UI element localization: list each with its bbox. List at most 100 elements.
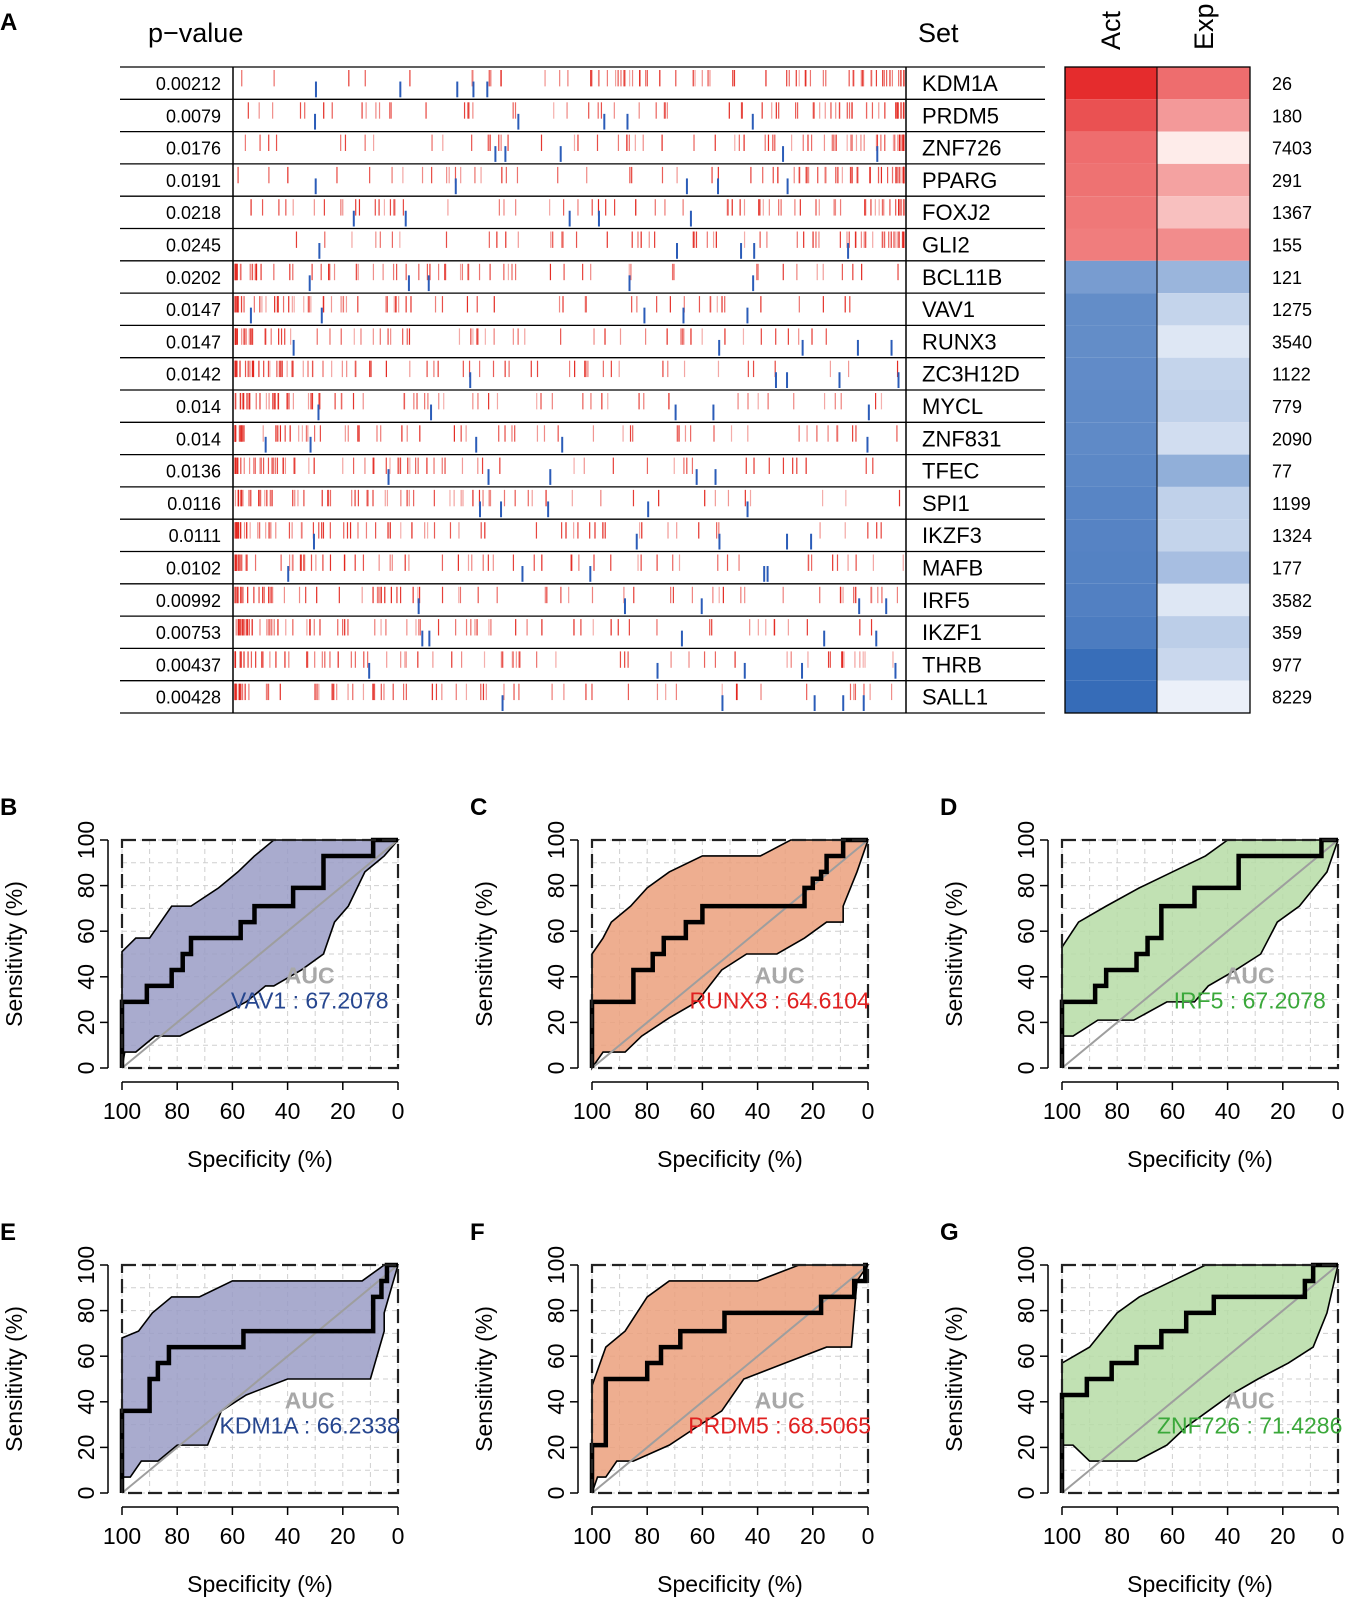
- chance-diagonal: [1061, 1264, 1339, 1494]
- y-tick-label: 0: [73, 1062, 99, 1075]
- set-count: 180: [1272, 106, 1302, 126]
- pvalue-label: 0.0245: [166, 236, 221, 256]
- gene-set-row: 0.0111 IKZF3 1324: [120, 519, 1312, 553]
- set-name: ZNF726: [922, 136, 1001, 161]
- exp-cell: [1157, 260, 1250, 294]
- act-cell: [1065, 486, 1157, 520]
- exp-cell: [1157, 454, 1250, 487]
- y-tick-label: 80: [1013, 873, 1039, 899]
- barcode-ticks: [237, 166, 905, 195]
- auc-separator: :: [298, 1413, 317, 1439]
- x-tick-label: 100: [103, 1098, 141, 1124]
- x-tick-label: 100: [573, 1523, 611, 1549]
- act-cell: [1065, 422, 1157, 455]
- y-tick-label: 100: [73, 821, 99, 859]
- gene-set-row: 0.00212 KDM1A 26: [120, 67, 1292, 100]
- barcode-ticks: [244, 134, 905, 162]
- exp-cell: [1157, 99, 1250, 132]
- auc-value: 66.2338: [317, 1413, 400, 1439]
- y-tick-label: 40: [543, 1389, 569, 1415]
- x-tick-label: 20: [330, 1098, 356, 1124]
- y-tick-label: 20: [1013, 1435, 1039, 1461]
- x-tick-label: 20: [1270, 1098, 1296, 1124]
- x-axis-label: Specificity (%): [657, 1571, 803, 1597]
- y-axis-label: Sensitivity (%): [471, 1306, 497, 1452]
- y-axis-label: Sensitivity (%): [941, 881, 967, 1027]
- plot-frame: [120, 1263, 400, 1495]
- y-tick-label: 100: [543, 1246, 569, 1284]
- plot-frame: [120, 838, 400, 1070]
- set-count: 1367: [1272, 203, 1312, 223]
- gene-set-row: 0.00753 IKZF1 359: [120, 616, 1302, 650]
- x-tick-label: 40: [1215, 1098, 1241, 1124]
- exp-cell: [1157, 486, 1250, 520]
- set-name: BCL11B: [922, 265, 1002, 290]
- y-tick-label: 40: [543, 964, 569, 990]
- auc-value-label: KDM1A : 66.2338: [220, 1413, 400, 1439]
- x-axis-label: Specificity (%): [657, 1146, 803, 1172]
- auc-gene: PRDM5: [688, 1413, 769, 1439]
- y-tick-label: 60: [1013, 918, 1039, 944]
- y-tick-label: 100: [1013, 821, 1039, 859]
- pvalue-label: 0.0147: [166, 332, 221, 352]
- y-tick-label: 20: [543, 1435, 569, 1461]
- pvalue-label: 0.0136: [166, 462, 221, 482]
- roc-curve: [119, 1262, 398, 1493]
- roc-curve: [119, 837, 398, 1068]
- act-cell: [1065, 519, 1157, 552]
- act-cell: [1065, 390, 1157, 423]
- y-tick-label: 100: [73, 1246, 99, 1284]
- auc-title: AUC: [755, 963, 805, 989]
- x-tick-label: 60: [1160, 1523, 1186, 1549]
- x-axis-label: Specificity (%): [187, 1571, 333, 1597]
- set-name: IKZF1: [922, 620, 982, 645]
- exp-cell: [1157, 583, 1250, 617]
- auc-separator: :: [768, 988, 787, 1014]
- auc-value-label: RUNX3 : 64.6104: [690, 988, 870, 1014]
- act-cell: [1065, 680, 1157, 713]
- x-tick-label: 0: [862, 1523, 875, 1549]
- y-tick-label: 40: [73, 1389, 99, 1415]
- pvalue-label: 0.0147: [166, 300, 221, 320]
- roc-panel-G: G 100 80 60 40 20 0 Specificity (%) 0 20 40 60 80 100…: [940, 1219, 1344, 1597]
- roc-curve: [1059, 1262, 1338, 1493]
- act-header: Act: [1096, 10, 1126, 50]
- plot-frame: [590, 1263, 870, 1495]
- exp-cell: [1157, 131, 1250, 164]
- auc-value-label: PRDM5 : 68.5065: [688, 1413, 871, 1439]
- y-tick-label: 0: [73, 1487, 99, 1500]
- act-cell: [1065, 163, 1157, 197]
- barcode-ticks: [247, 102, 905, 130]
- gene-set-row: 0.0202 BCL11B 121: [120, 260, 1302, 294]
- y-tick-label: 0: [543, 1487, 569, 1500]
- y-tick-label: 20: [73, 1435, 99, 1461]
- gene-set-row: 0.0218 FOXJ2 1367: [120, 196, 1312, 230]
- y-tick-label: 20: [73, 1010, 99, 1036]
- set-name: ZNF831: [922, 426, 1001, 451]
- gene-set-row: 0.014 MYCL 779: [120, 390, 1302, 423]
- act-cell: [1065, 454, 1157, 487]
- set-name: SALL1: [922, 685, 988, 710]
- x-tick-label: 100: [1043, 1098, 1081, 1124]
- panel-label-D: D: [940, 794, 957, 821]
- exp-cell: [1157, 163, 1250, 197]
- x-tick-label: 60: [1160, 1098, 1186, 1124]
- plot-frame: [1060, 838, 1340, 1070]
- act-cell: [1065, 551, 1157, 584]
- set-name: FOXJ2: [922, 200, 990, 225]
- set-name: GLI2: [922, 233, 970, 258]
- y-axis-label: Sensitivity (%): [1, 1306, 27, 1452]
- gene-set-row: 0.0079 PRDM5 180: [120, 99, 1302, 133]
- x-tick-label: 0: [1332, 1523, 1345, 1549]
- set-count: 177: [1272, 559, 1302, 579]
- panel-label-F: F: [470, 1219, 485, 1246]
- act-cell: [1065, 260, 1157, 294]
- exp-cell: [1157, 325, 1250, 358]
- x-tick-label: 80: [634, 1523, 660, 1549]
- auc-value: 68.5065: [788, 1413, 871, 1439]
- y-tick-label: 80: [1013, 1298, 1039, 1324]
- gene-set-row: 0.0147 RUNX3 3540: [120, 325, 1312, 359]
- act-cell: [1065, 228, 1157, 261]
- exp-cell: [1157, 422, 1250, 455]
- exp-cell: [1157, 293, 1250, 326]
